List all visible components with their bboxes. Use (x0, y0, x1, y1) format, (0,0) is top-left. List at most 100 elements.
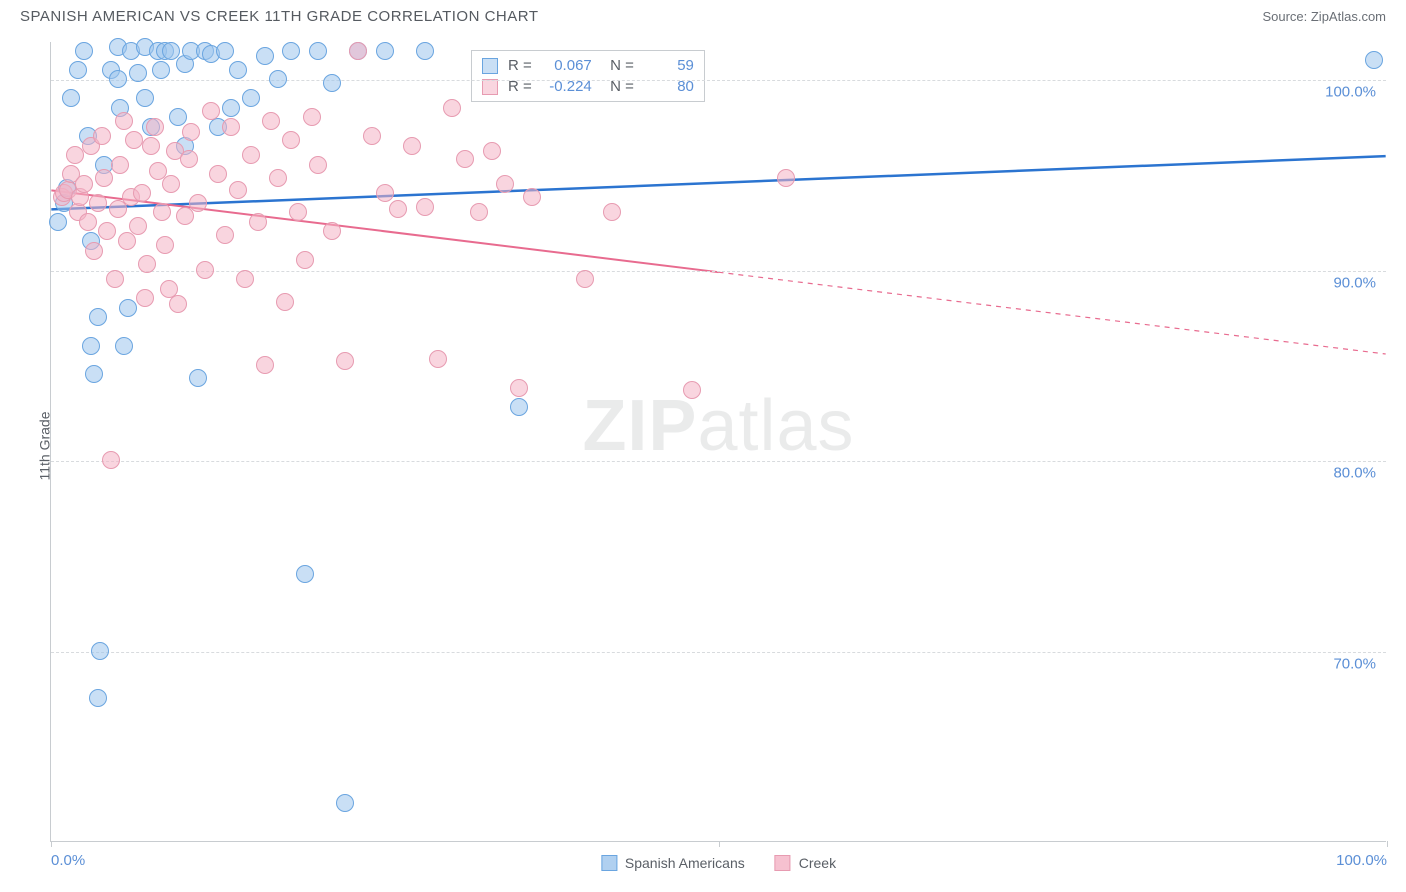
gridline (51, 80, 1386, 81)
gridline (51, 461, 1386, 462)
stat-r-value: 0.067 (542, 57, 592, 74)
data-point (242, 146, 260, 164)
data-point (323, 74, 341, 92)
stat-r-label: R = (508, 57, 532, 74)
data-point (296, 565, 314, 583)
data-point (111, 156, 129, 174)
data-point (603, 203, 621, 221)
data-point (416, 198, 434, 216)
legend-item: Creek (775, 855, 836, 871)
data-point (196, 261, 214, 279)
stat-n-value: 59 (644, 57, 694, 74)
data-point (470, 203, 488, 221)
legend-label: Spanish Americans (625, 855, 745, 871)
data-point (89, 308, 107, 326)
data-point (209, 165, 227, 183)
data-point (133, 184, 151, 202)
data-point (483, 142, 501, 160)
data-point (129, 64, 147, 82)
data-point (115, 112, 133, 130)
data-point (510, 398, 528, 416)
data-point (136, 289, 154, 307)
data-point (336, 794, 354, 812)
data-point (119, 299, 137, 317)
data-point (169, 295, 187, 313)
data-point (109, 70, 127, 88)
data-point (323, 222, 341, 240)
data-point (222, 118, 240, 136)
data-point (89, 689, 107, 707)
data-point (229, 181, 247, 199)
data-point (269, 169, 287, 187)
data-point (443, 99, 461, 117)
legend-item: Spanish Americans (601, 855, 745, 871)
bottom-legend: Spanish Americans Creek (601, 855, 836, 871)
data-point (1365, 51, 1383, 69)
gridline (51, 271, 1386, 272)
y-tick-label: 70.0% (1333, 655, 1376, 672)
data-point (136, 89, 154, 107)
data-point (152, 61, 170, 79)
data-point (202, 102, 220, 120)
data-point (282, 42, 300, 60)
legend-swatch (775, 855, 791, 871)
data-point (456, 150, 474, 168)
x-tick (1387, 841, 1388, 847)
legend-swatch (601, 855, 617, 871)
x-tick (51, 841, 52, 847)
data-point (89, 194, 107, 212)
data-point (169, 108, 187, 126)
data-point (153, 203, 171, 221)
data-point (683, 381, 701, 399)
data-point (49, 213, 67, 231)
data-point (576, 270, 594, 288)
data-point (142, 137, 160, 155)
data-point (222, 99, 240, 117)
data-point (216, 42, 234, 60)
data-point (303, 108, 321, 126)
data-point (282, 131, 300, 149)
chart-title: SPANISH AMERICAN VS CREEK 11TH GRADE COR… (20, 8, 538, 25)
data-point (129, 217, 147, 235)
data-point (180, 150, 198, 168)
stats-legend-box: R =0.067 N =59R =-0.224 N =80 (471, 50, 705, 102)
data-point (229, 61, 247, 79)
gridline (51, 652, 1386, 653)
data-point (262, 112, 280, 130)
data-point (309, 42, 327, 60)
legend-swatch (482, 58, 498, 74)
data-point (376, 184, 394, 202)
data-point (102, 451, 120, 469)
data-point (376, 42, 394, 60)
data-point (523, 188, 541, 206)
data-point (189, 194, 207, 212)
data-point (276, 293, 294, 311)
data-point (115, 337, 133, 355)
data-point (162, 175, 180, 193)
data-point (216, 226, 234, 244)
source-label: Source: ZipAtlas.com (1262, 9, 1386, 24)
data-point (349, 42, 367, 60)
data-point (106, 270, 124, 288)
data-point (309, 156, 327, 174)
data-point (125, 131, 143, 149)
data-point (182, 123, 200, 141)
data-point (79, 213, 97, 231)
data-point (189, 369, 207, 387)
data-point (93, 127, 111, 145)
data-point (496, 175, 514, 193)
data-point (95, 169, 113, 187)
data-point (118, 232, 136, 250)
y-tick-label: 100.0% (1325, 84, 1376, 101)
data-point (91, 642, 109, 660)
data-point (249, 213, 267, 231)
data-point (85, 365, 103, 383)
data-point (336, 352, 354, 370)
trend-line-extrapolated (719, 272, 1386, 354)
data-point (389, 200, 407, 218)
stats-row: R =0.067 N =59 (482, 55, 694, 76)
x-tick-label: 0.0% (51, 852, 85, 869)
data-point (146, 118, 164, 136)
scatter-chart: ZIPatlas R =0.067 N =59R =-0.224 N =80 S… (50, 42, 1386, 842)
data-point (429, 350, 447, 368)
